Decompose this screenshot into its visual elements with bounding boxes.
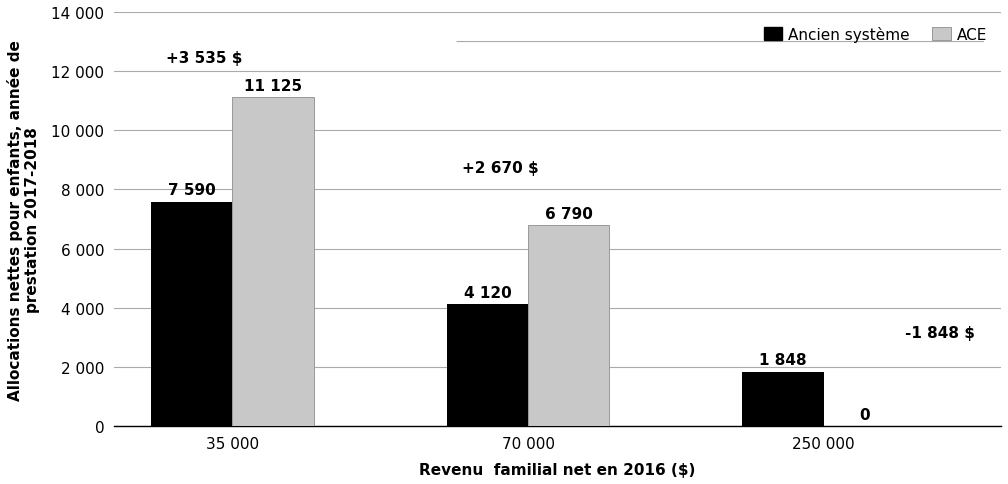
Y-axis label: Allocations nettes pour enfants, année de
prestation 2017-2018: Allocations nettes pour enfants, année d… (7, 40, 40, 400)
Bar (447, 304, 528, 426)
Text: 7 590: 7 590 (168, 183, 216, 198)
Legend: Ancien système, ACE: Ancien système, ACE (757, 20, 994, 49)
Bar (528, 226, 610, 426)
Bar (742, 372, 824, 426)
Text: 11 125: 11 125 (244, 78, 302, 93)
Text: +2 670 $: +2 670 $ (462, 160, 538, 175)
Text: 0: 0 (859, 407, 870, 422)
Text: 1 848: 1 848 (759, 352, 806, 367)
Text: 4 120: 4 120 (464, 285, 511, 300)
Text: -1 848 $: -1 848 $ (905, 326, 975, 341)
Text: +3 535 $: +3 535 $ (166, 51, 242, 66)
X-axis label: Revenu  familial net en 2016 ($): Revenu familial net en 2016 ($) (419, 462, 696, 477)
Bar (151, 202, 233, 426)
Text: 6 790: 6 790 (544, 207, 593, 221)
Bar (233, 98, 313, 426)
